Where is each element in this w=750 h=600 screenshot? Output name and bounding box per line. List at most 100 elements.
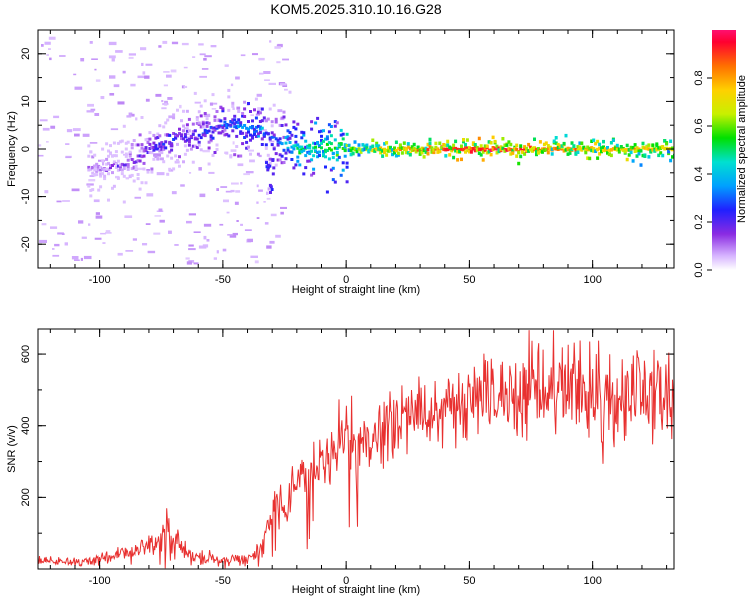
spectrogram-ridge-cell	[292, 120, 296, 124]
spectrogram-noise-cell	[256, 184, 259, 188]
spectrogram-ridge-cell	[223, 120, 227, 124]
spectrogram-ridge-cell	[606, 146, 609, 150]
spectrogram-ridge-cell	[101, 159, 105, 163]
spectrogram-ridge-cell	[570, 147, 574, 152]
spectrogram-ridge-cell	[509, 142, 513, 147]
spectrogram-ridge-cell	[262, 133, 266, 136]
spectrogram-ridge-cell	[111, 186, 114, 190]
spectrogram-ridge-cell	[312, 167, 316, 171]
spectrogram-ridge-cell	[265, 161, 268, 165]
spectrogram-ridge-cell	[562, 149, 566, 153]
spectrogram-noise-cell	[235, 76, 240, 80]
spectrogram-ridge-cell	[203, 99, 207, 103]
spectrogram-ridge-cell	[158, 145, 162, 149]
spectrogram-noise-cell	[202, 149, 210, 153]
spectrogram-ridge-cell	[116, 164, 120, 168]
spectrogram-ridge-cell	[269, 191, 272, 194]
spectrogram-noise-cell	[86, 183, 94, 186]
spectrogram-ridge-cell	[105, 162, 109, 166]
spectrogram-ridge-cell	[641, 153, 645, 158]
spectrogram-ridge-cell	[523, 147, 527, 151]
spectrogram-ridge-cell	[324, 165, 327, 169]
spectrogram-noise-cell	[46, 141, 49, 143]
spectrogram-ridge-cell	[144, 149, 148, 152]
spectrogram-ridge-cell	[243, 124, 247, 127]
spectrogram-ridge-cell	[483, 144, 487, 148]
spectrogram-ridge-cell	[284, 141, 288, 145]
spectrogram-ridge-cell	[201, 122, 205, 126]
spectrogram-ridge-cell	[657, 153, 661, 158]
spectrogram-ridge-cell	[103, 168, 107, 172]
spectrogram-ridge-cell	[251, 136, 254, 140]
spectrogram-ridge-cell	[274, 163, 278, 167]
spectrogram-ridge-cell	[292, 125, 296, 129]
spectrogram-ridge-cell	[513, 147, 517, 151]
spectrogram-ridge-cell	[183, 139, 187, 143]
spectrogram-noise-cell	[250, 255, 258, 258]
spectrogram-ridge-cell	[408, 153, 412, 157]
spectrogram-noise-cell	[91, 58, 98, 60]
spectrogram-ridge-cell	[424, 150, 428, 154]
spectrogram-ridge-cell	[527, 142, 531, 147]
spectrogram-noise-cell	[117, 101, 125, 105]
spectrogram-noise-cell	[39, 119, 48, 122]
spectrogram-ridge-cell	[432, 148, 436, 152]
spectrogram-ridge-cell	[205, 131, 209, 134]
spectrogram-ridge-cell	[116, 176, 120, 180]
spectrogram-ridge-cell	[154, 136, 158, 140]
spectrogram-ridge-cell	[284, 136, 288, 140]
spectrogram-ridge-cell	[258, 127, 262, 131]
spectrogram-noise-cell	[145, 98, 150, 102]
spectrogram-noise-cell	[154, 215, 161, 217]
spectrogram-ridge-cell	[345, 132, 349, 136]
spectrogram-ridge-cell	[118, 163, 122, 167]
spectrogram-ridge-cell	[602, 145, 605, 149]
spectrogram-ridge-cell	[568, 151, 572, 155]
spectrogram-noise-cell	[203, 58, 207, 61]
spectrogram-ridge-cell	[180, 136, 183, 140]
spectrogram-noise-cell	[219, 223, 224, 226]
spectrogram-ridge-cell	[97, 168, 101, 172]
spectrogram-ridge-cell	[276, 138, 280, 142]
spectrogram-noise-cell	[159, 157, 164, 161]
spectrogram-ridge-cell	[337, 142, 341, 146]
spectrogram-ridge-cell	[598, 146, 602, 151]
spectrogram-ridge-cell	[521, 150, 525, 154]
spectrogram-ridge-cell	[264, 119, 268, 123]
spectrogram-ridge-cell	[383, 142, 387, 146]
spectrogram-noise-cell	[105, 230, 111, 233]
spectrogram-ridge-cell	[101, 147, 105, 151]
spectrogram-ridge-cell	[507, 147, 511, 151]
spectrogram-ridge-cell	[140, 155, 144, 159]
spectrogram-ridge-cell	[249, 138, 252, 142]
spectrogram-ridge-cell	[189, 134, 193, 138]
spectrogram-ridge-cell	[661, 153, 665, 158]
spectrogram-ridge-cell	[271, 172, 275, 176]
spectrogram-ridge-cell	[237, 118, 241, 122]
spectrogram-ridge-cell	[339, 133, 343, 137]
spectrogram-ridge-cell	[426, 142, 430, 147]
spectrogram-ridge-cell	[154, 155, 158, 158]
spectrogram-ridge-cell	[400, 151, 404, 155]
colorbar-tick-label: 0.4	[693, 166, 705, 181]
spectrogram-noise-cell	[268, 82, 276, 85]
spectrogram-noise-cell	[65, 156, 71, 159]
figure-title: KOM5.2025.310.10.16.G28	[270, 1, 441, 17]
spectrogram-ridge-cell	[578, 147, 582, 151]
spectrogram-ridge-cell	[310, 149, 314, 153]
spectrogram-ridge-cell	[272, 133, 276, 137]
spectrogram-ridge-cell	[436, 147, 440, 151]
spectrogram-ridge-cell	[278, 137, 282, 141]
spectrogram-ridge-cell	[598, 142, 602, 147]
spectrogram-noise-cell	[213, 102, 218, 105]
spectrogram-noise-cell	[74, 259, 80, 261]
spectrogram-ridge-cell	[515, 154, 519, 158]
spectrogram-ridge-cell	[619, 145, 623, 149]
spectrogram-noise-cell	[274, 46, 281, 49]
spectrogram-ridge-cell	[416, 148, 420, 152]
spectrogram-ridge-cell	[428, 141, 432, 145]
spectrogram-noise-cell	[158, 208, 163, 212]
spectrogram-noise-cell	[247, 149, 254, 152]
spectrogram-ridge-cell	[568, 148, 572, 153]
spectrogram-ridge-cell	[178, 132, 181, 136]
